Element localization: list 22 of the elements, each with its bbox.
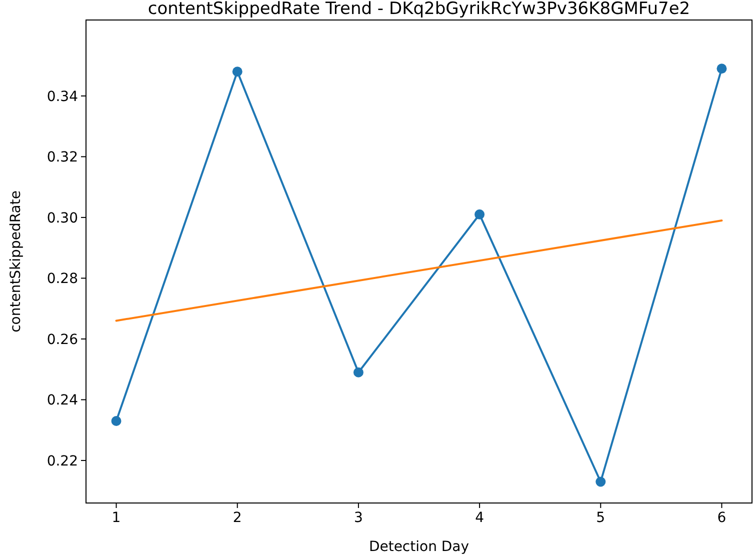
point: [111, 416, 122, 426]
point: [716, 64, 727, 74]
point: [232, 66, 242, 77]
y-tick-label: 0.24: [46, 392, 78, 409]
y-tick-label: 0.22: [46, 453, 78, 470]
x-axis-title: Detection Day: [368, 539, 470, 555]
x-tick-label: 3: [354, 510, 363, 526]
x-tick-label: 1: [112, 510, 121, 526]
y-tick-label: 0.34: [46, 88, 78, 105]
x-tick-label: 4: [475, 510, 484, 526]
y-axis-title: contentSkippedRate: [8, 190, 24, 332]
y-tick-label: 0.32: [46, 150, 78, 166]
chart-title: contentSkippedRate Trend - DKq2bGyrikRcYw3Pv36K8GMFu7e2: [148, 0, 690, 19]
point: [596, 476, 606, 487]
y-tick-label: 0.30: [46, 210, 78, 226]
y-tick-label: 0.28: [46, 271, 78, 288]
y-tick-label: 0.26: [46, 332, 78, 348]
x-tick-label: 2: [232, 510, 242, 526]
x-tick-label: 6: [717, 510, 726, 526]
x-tick-label: 5: [596, 510, 606, 526]
point: [474, 209, 485, 220]
point: [353, 367, 364, 378]
